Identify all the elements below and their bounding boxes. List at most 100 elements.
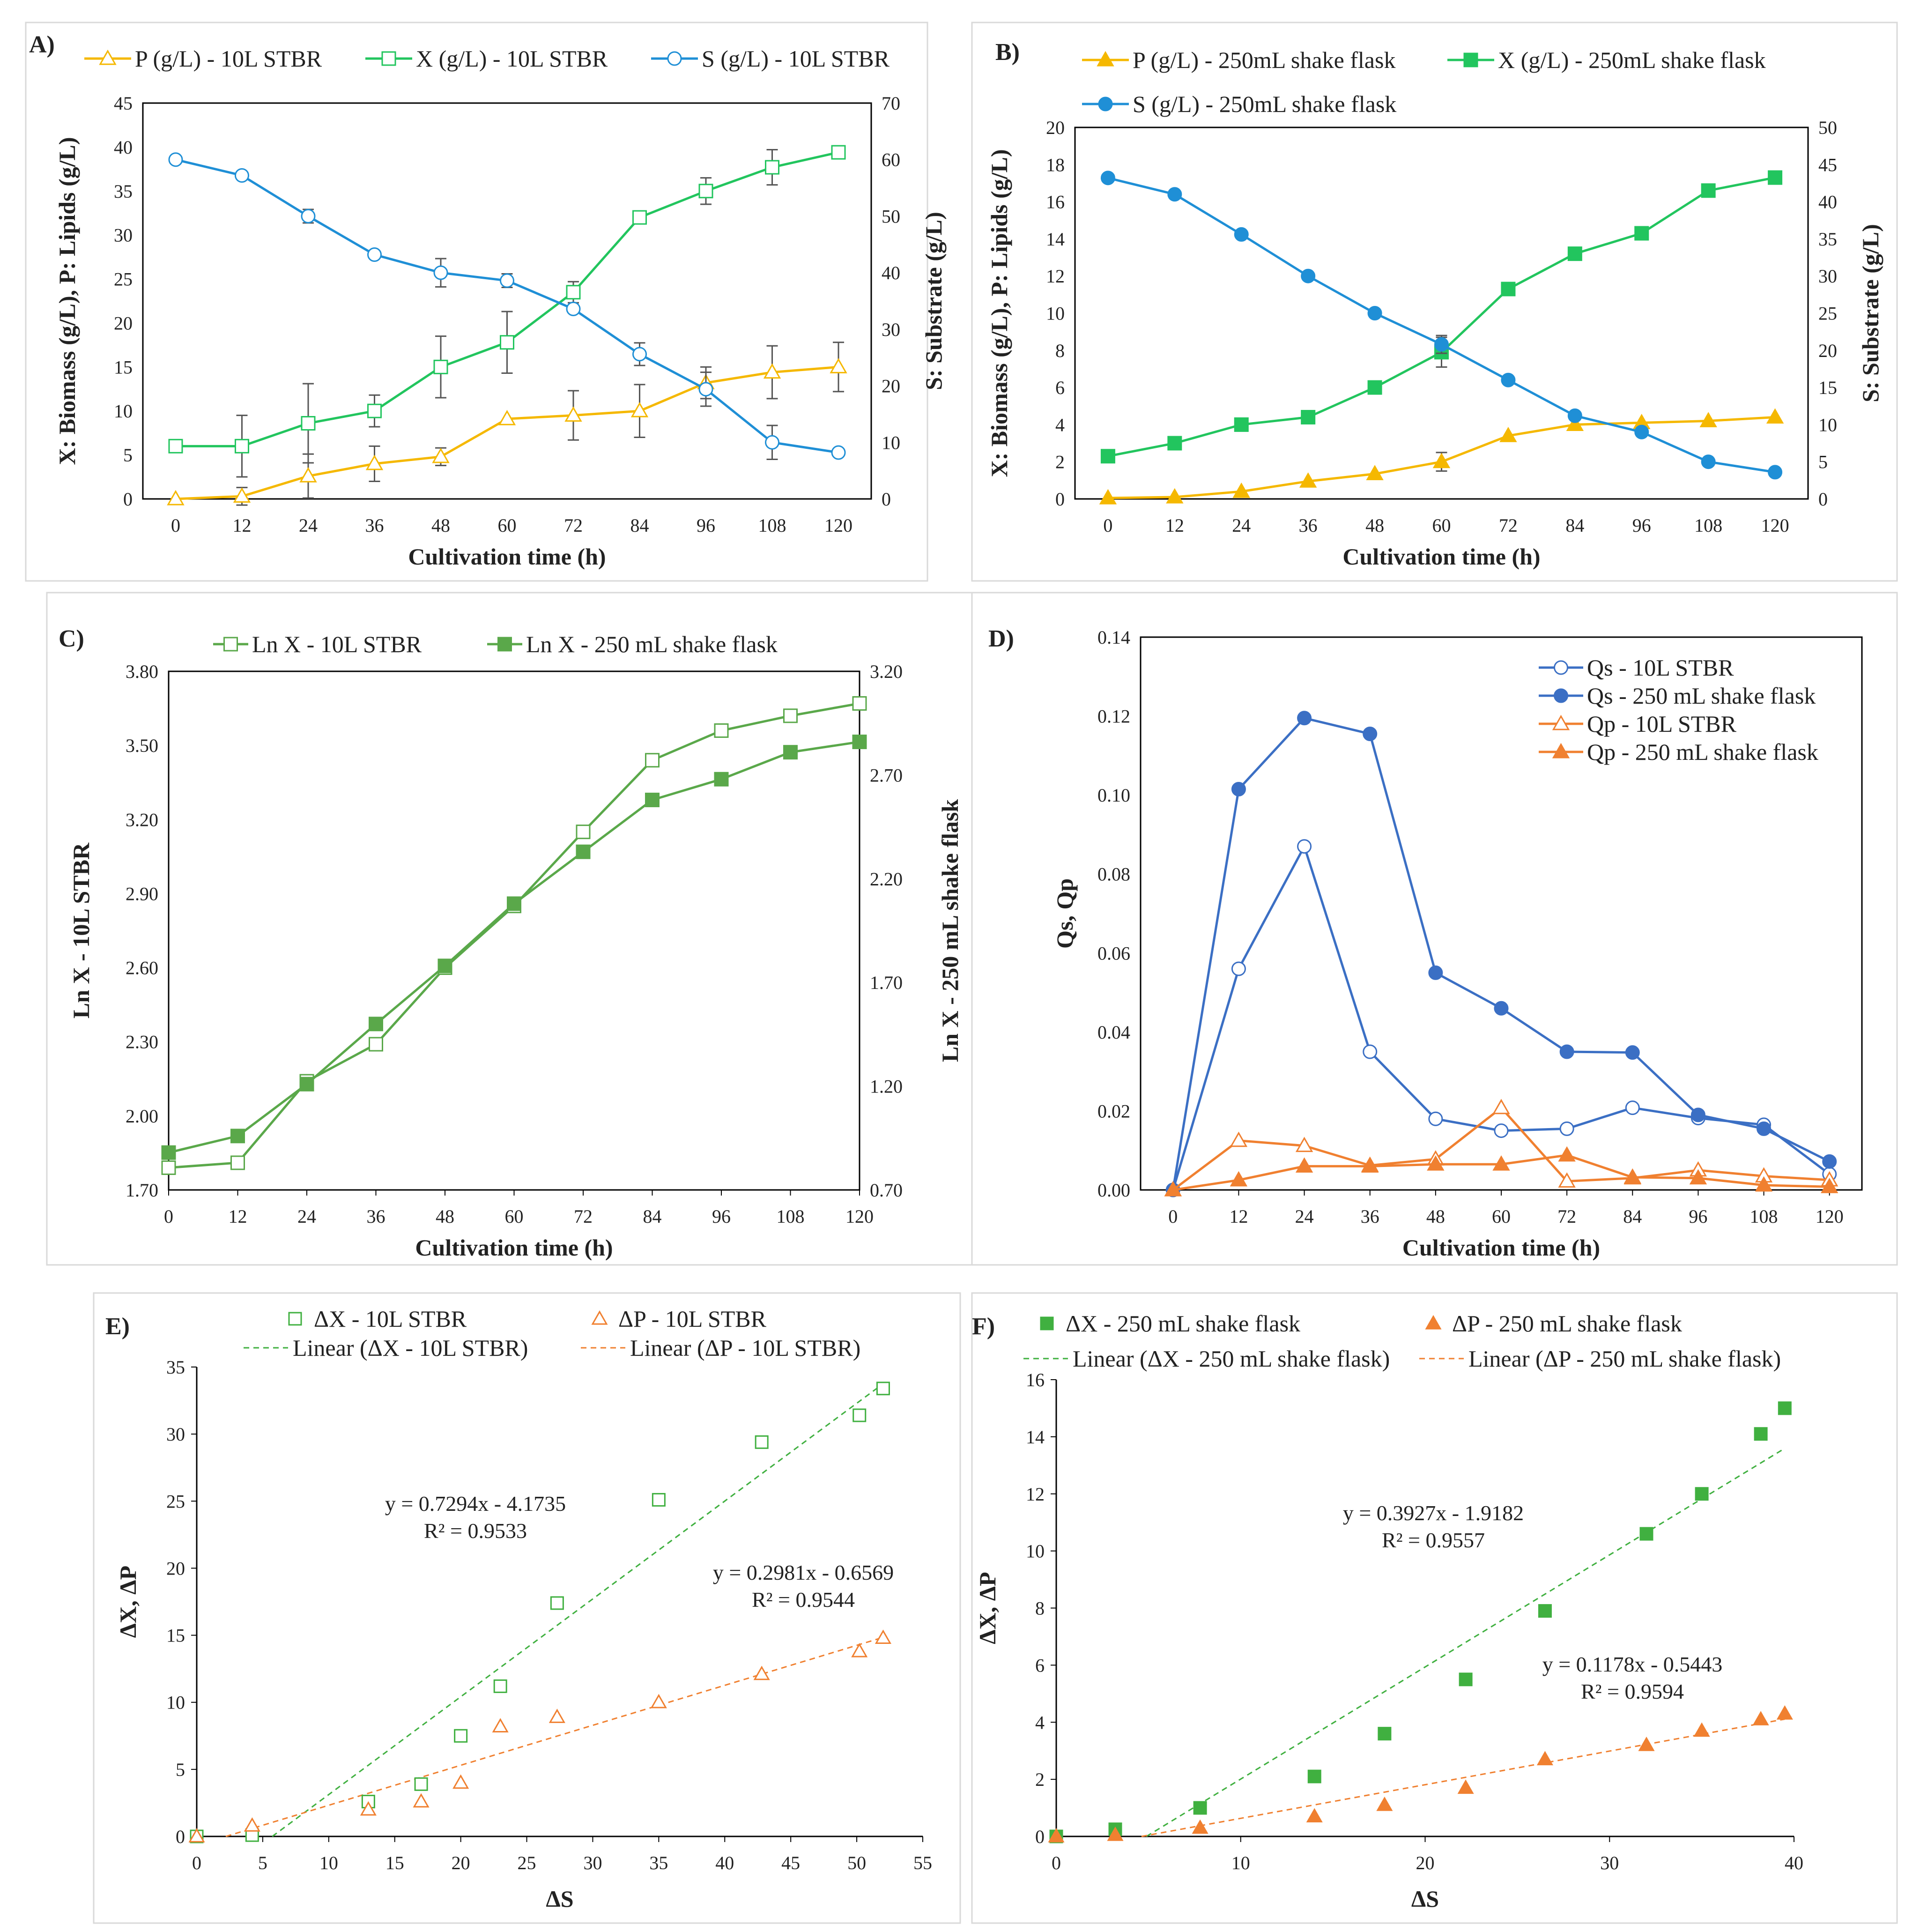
data-point bbox=[1295, 1137, 1313, 1152]
panel-label: C) bbox=[59, 625, 84, 652]
legend-label: S (g/L) - 250mL shake flask bbox=[1133, 91, 1396, 117]
x-tick-label: 60 bbox=[1432, 515, 1451, 536]
data-point bbox=[188, 1828, 205, 1843]
y-tick-label: 4 bbox=[1035, 1712, 1045, 1733]
data-point bbox=[299, 467, 317, 483]
y-tick-label: 35 bbox=[166, 1357, 185, 1378]
y-tick-label: 25 bbox=[166, 1491, 185, 1512]
data-point bbox=[1100, 171, 1115, 186]
y-tick-label: 18 bbox=[1046, 154, 1065, 175]
data-point bbox=[1501, 282, 1516, 297]
data-point bbox=[1378, 1727, 1392, 1741]
y2-tick-label: 20 bbox=[1818, 340, 1837, 361]
data-point bbox=[765, 435, 780, 450]
data-point bbox=[853, 1408, 867, 1422]
y2-tick-label: 30 bbox=[882, 319, 900, 340]
legend-label: ΔX - 250 mL shake flask bbox=[1066, 1310, 1300, 1337]
data-point bbox=[1432, 453, 1451, 468]
data-point bbox=[1567, 246, 1582, 261]
data-point bbox=[1695, 1487, 1709, 1501]
x-tick-label: 12 bbox=[232, 515, 251, 536]
data-point bbox=[1234, 227, 1249, 242]
y-tick-label: 12 bbox=[1046, 266, 1065, 287]
chart-F: F) 0 10 20 30 40 0 2 4 6 8 10 12 14 16 ΔS ΔX, ΔP y = 0.39… bbox=[972, 1310, 1803, 1912]
data-point bbox=[244, 1817, 260, 1832]
data-point bbox=[1434, 337, 1449, 352]
x-tick-label: 0 bbox=[1168, 1206, 1178, 1227]
x-tick-label: 48 bbox=[1426, 1206, 1445, 1227]
y2-tick-label: 20 bbox=[882, 376, 900, 397]
y2-tick-label: 0 bbox=[1818, 489, 1828, 510]
data-point bbox=[1363, 727, 1378, 741]
data-point bbox=[1689, 1169, 1707, 1185]
data-point bbox=[452, 1774, 469, 1789]
data-point bbox=[1701, 454, 1716, 469]
data-point bbox=[1538, 1604, 1552, 1618]
legend-marker bbox=[497, 637, 512, 652]
y-axis-title: Qs, Qp bbox=[1052, 878, 1078, 949]
data-point bbox=[1499, 427, 1517, 442]
data-point bbox=[714, 723, 729, 738]
data-point bbox=[630, 402, 649, 417]
x-tick-label: 84 bbox=[630, 515, 649, 536]
series-line-0 bbox=[175, 365, 839, 500]
data-point bbox=[360, 1801, 377, 1816]
data-point bbox=[365, 454, 384, 470]
x-tick-label: 120 bbox=[1761, 515, 1789, 536]
data-point bbox=[875, 1629, 891, 1644]
x-tick-label: 72 bbox=[1499, 515, 1518, 536]
y-tick-label: 0 bbox=[176, 1826, 185, 1847]
y-axis-title: X: Biomass (g/L), P: Lipids (g/L) bbox=[986, 149, 1012, 477]
panel-label: A) bbox=[29, 31, 55, 58]
legend-marker bbox=[1554, 660, 1568, 675]
data-point bbox=[1100, 449, 1115, 464]
legend-label: ΔP - 10L STBR bbox=[618, 1306, 767, 1332]
data-point bbox=[1230, 1171, 1248, 1187]
legend-label: Qs - 250 mL shake flask bbox=[1587, 683, 1816, 709]
data-point bbox=[1559, 1121, 1574, 1136]
x-tick-label: 0 bbox=[192, 1852, 201, 1873]
x-tick-label: 40 bbox=[715, 1852, 734, 1873]
y-tick-label: 10 bbox=[114, 401, 133, 422]
trendline-1 bbox=[225, 1636, 883, 1837]
y-tick-label: 25 bbox=[114, 269, 133, 290]
data-point bbox=[564, 406, 582, 422]
data-point bbox=[876, 1382, 890, 1396]
y-tick-label: 2.60 bbox=[126, 958, 158, 979]
y2-tick-label: 25 bbox=[1818, 303, 1837, 324]
plot-area bbox=[142, 102, 872, 500]
x-tick-label: 45 bbox=[781, 1852, 800, 1873]
y-tick-label: 14 bbox=[1046, 229, 1065, 250]
x-tick-label: 36 bbox=[367, 1206, 385, 1227]
data-point bbox=[645, 753, 660, 768]
panel-label: F) bbox=[972, 1313, 995, 1340]
data-point bbox=[369, 1017, 383, 1032]
y2-tick-label: 1.20 bbox=[870, 1076, 903, 1097]
y-tick-label: 5 bbox=[176, 1759, 185, 1780]
data-point bbox=[698, 184, 713, 199]
x-tick-label: 60 bbox=[505, 1206, 524, 1227]
legend-marker bbox=[1463, 52, 1478, 67]
data-point bbox=[549, 1709, 565, 1723]
x-tick-label: 96 bbox=[697, 515, 715, 536]
data-point bbox=[1639, 1527, 1653, 1541]
legend-label: Ln X - 10L STBR bbox=[252, 631, 422, 657]
x-tick-label: 5 bbox=[258, 1852, 267, 1873]
data-point bbox=[1701, 183, 1716, 198]
data-point bbox=[1778, 1401, 1792, 1415]
data-point bbox=[1634, 226, 1649, 241]
data-point bbox=[1297, 711, 1312, 726]
series-line-0 bbox=[168, 702, 860, 1169]
x-tick-label: 36 bbox=[1361, 1206, 1379, 1227]
legend-marker bbox=[223, 637, 238, 652]
series-line-1 bbox=[1171, 717, 1830, 1190]
data-point bbox=[1699, 412, 1717, 428]
data-point bbox=[1623, 1168, 1641, 1184]
data-point bbox=[432, 447, 450, 463]
data-point bbox=[433, 359, 448, 374]
data-point bbox=[1690, 1107, 1705, 1122]
data-point bbox=[1638, 1737, 1655, 1751]
legend-marker bbox=[1554, 688, 1568, 703]
data-point bbox=[1625, 1045, 1640, 1060]
x-tick-label: 48 bbox=[431, 515, 450, 536]
